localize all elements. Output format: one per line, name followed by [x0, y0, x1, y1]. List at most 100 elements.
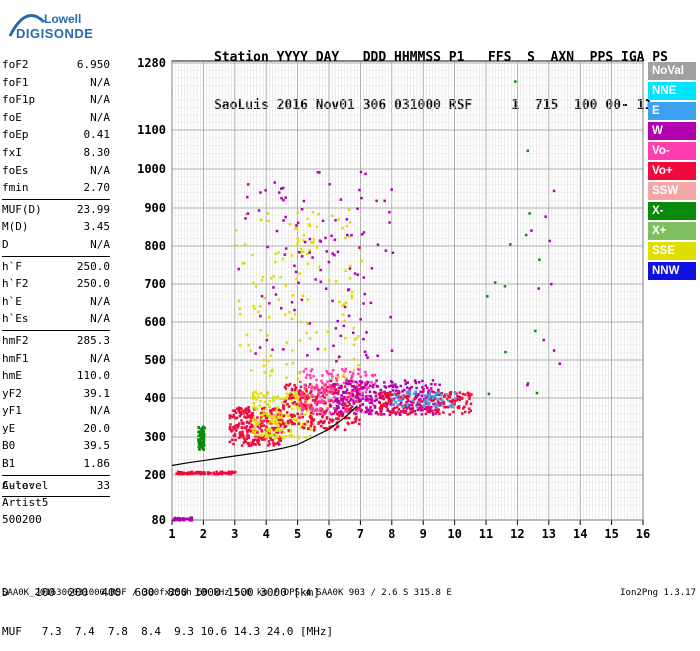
echo-point: [405, 404, 409, 407]
echo-point: [291, 407, 294, 411]
echo-point: [251, 438, 255, 442]
echo-point: [321, 421, 325, 425]
echo-point: [324, 236, 327, 240]
echo-point: [344, 409, 347, 413]
echo-point: [265, 407, 268, 411]
x-tick-label: 7: [357, 527, 364, 541]
echo-point: [347, 391, 351, 395]
echo-point: [417, 393, 420, 396]
echo-point: [235, 416, 239, 420]
echo-point: [260, 279, 264, 282]
echo-point: [388, 413, 392, 417]
echo-point: [411, 399, 415, 402]
echo-point: [435, 410, 438, 414]
echo-point: [241, 435, 245, 438]
echo-point: [181, 517, 185, 520]
echo-point: [380, 391, 383, 394]
echo-point: [339, 410, 343, 414]
echo-point: [347, 208, 351, 212]
echo-point: [251, 430, 255, 433]
x-tick-label: 4: [263, 527, 270, 541]
echo-point: [197, 440, 200, 443]
echo-point: [442, 395, 446, 398]
echo-point: [357, 400, 361, 403]
echo-point: [420, 413, 424, 416]
echo-point: [315, 385, 319, 388]
param-name: foF2: [2, 58, 29, 71]
echo-point: [552, 189, 556, 193]
echo-point: [282, 348, 285, 351]
echo-point: [344, 236, 347, 240]
echo-point: [305, 410, 309, 413]
echo-point: [385, 392, 389, 395]
echo-point: [401, 395, 405, 398]
echo-point: [330, 420, 334, 423]
echo-point: [343, 395, 346, 399]
echo-point: [440, 393, 443, 397]
echo-point: [383, 385, 386, 388]
echo-point: [267, 316, 271, 319]
echo-point: [245, 429, 249, 432]
echo-point: [266, 428, 269, 431]
echo-point: [276, 427, 279, 431]
echo-point: [312, 375, 315, 378]
echo-point: [315, 397, 318, 401]
echo-point: [457, 406, 461, 410]
echo-point: [264, 435, 267, 439]
echo-point: [285, 363, 289, 366]
echo-point: [255, 420, 258, 423]
echo-point: [246, 420, 249, 424]
y-tick-label: 900: [144, 201, 166, 215]
echo-point: [362, 231, 366, 234]
echo-point: [265, 419, 269, 423]
echo-point: [375, 410, 378, 414]
echo-point: [290, 393, 293, 396]
echo-point: [321, 219, 325, 223]
echo-point: [239, 410, 243, 414]
echo-point: [320, 400, 323, 404]
echo-point: [281, 430, 284, 434]
echo-point: [278, 438, 281, 442]
echo-point: [280, 187, 283, 190]
echo-point: [249, 416, 253, 420]
echo-point: [371, 374, 375, 378]
echo-point: [198, 431, 202, 434]
echo-point: [234, 416, 237, 420]
echo-point: [329, 405, 332, 408]
echo-point: [486, 295, 489, 298]
echo-point: [358, 393, 362, 396]
echo-point: [306, 298, 309, 301]
legend-item-x-: X-: [648, 202, 696, 220]
echo-point: [343, 428, 347, 432]
param-value: 20.0: [83, 421, 111, 435]
echo-point: [326, 407, 330, 410]
auto-program: Artist5: [2, 496, 49, 509]
echo-point: [254, 429, 258, 432]
echo-point: [390, 188, 393, 191]
echo-point: [245, 212, 248, 216]
echo-point: [269, 419, 272, 423]
echo-point: [326, 380, 329, 384]
echo-point: [524, 233, 528, 237]
echo-point: [423, 401, 427, 404]
echo-point: [235, 244, 238, 247]
echo-point: [335, 391, 338, 395]
param-value: N/A: [90, 237, 110, 251]
echo-point: [368, 407, 372, 411]
echo-point: [263, 297, 266, 300]
echo-point: [353, 395, 357, 398]
param-value: 8.30: [83, 145, 111, 159]
echo-point: [424, 412, 428, 416]
echo-point: [248, 443, 252, 447]
echo-point: [284, 421, 288, 425]
echo-point: [354, 337, 358, 340]
echo-point: [389, 403, 392, 406]
echo-point: [300, 298, 304, 302]
echo-point: [346, 382, 350, 386]
echo-point: [466, 391, 470, 395]
echo-point: [293, 308, 296, 312]
echo-point: [277, 251, 280, 254]
echo-point: [372, 383, 375, 387]
echo-point: [201, 444, 205, 448]
echo-point: [308, 337, 312, 340]
